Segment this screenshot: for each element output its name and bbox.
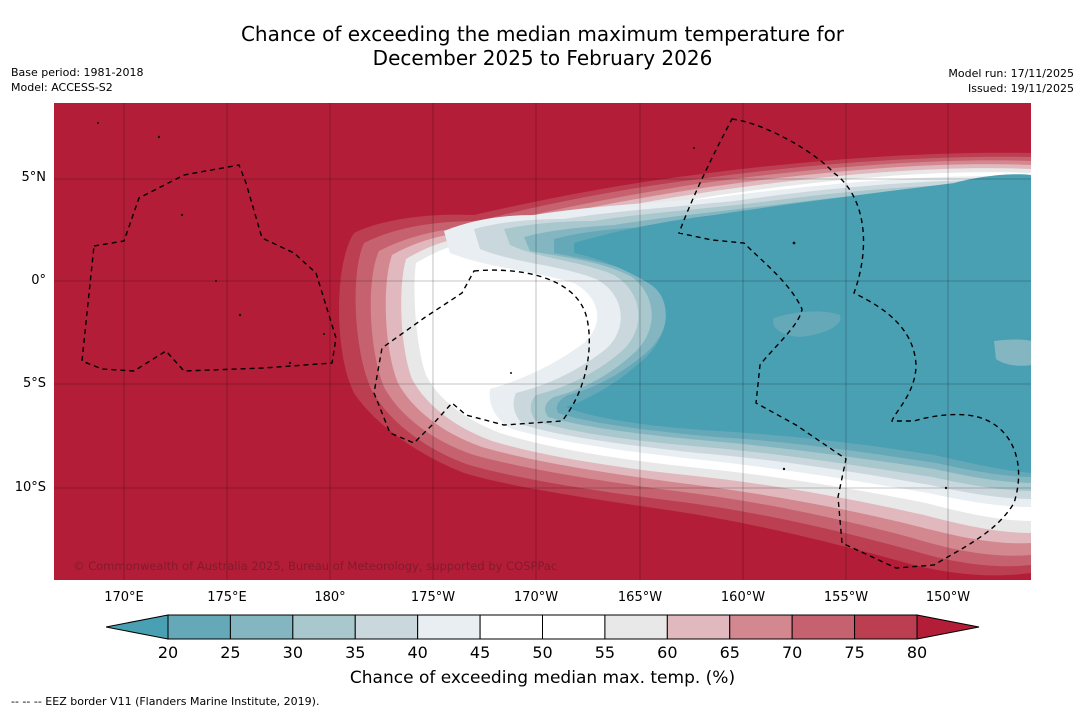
island [238,313,242,317]
copyright-notice: © Commonwealth of Australia 2025, Bureau… [73,559,558,573]
graticule [54,103,1031,580]
meta-right: Model run: 17/11/2025 Issued: 19/11/2025 [948,66,1074,96]
island [323,333,325,335]
colorbar-tick-label: 25 [220,643,241,662]
lat-label-0: 0° [31,273,46,288]
island [215,280,217,282]
colorbar-tick-label: 40 [407,643,428,662]
colorbar-tick-label: 30 [282,643,303,662]
colorbar-bin [354,614,419,640]
island [510,372,512,374]
colorbar-bin [604,614,668,640]
eez-border-east [678,118,1020,569]
lon-label-155w: 155°W [823,590,869,605]
colorbar-title: Chance of exceeding median max. temp. (%… [349,668,736,688]
colorbar-tick-label: 70 [781,643,803,662]
map-canvas [54,103,1031,580]
islands [97,122,948,490]
model-run: Model run: 17/11/2025 [948,67,1074,80]
eez-borders [81,118,1020,569]
colorbar-bin [729,614,793,640]
lon-label-175e: 175°E [207,590,247,605]
colorbar-tick-label: 60 [657,643,678,662]
lon-label-175w: 175°W [410,590,456,605]
lon-label-165w: 165°W [617,590,663,605]
colorbar-bin [229,614,294,640]
title-line-1: Chance of exceeding the median maximum t… [240,22,845,46]
issued-date: Issued: 19/11/2025 [967,82,1074,95]
island [693,147,695,149]
title-line-2: December 2025 to February 2026 [372,46,713,70]
model-name: Model: ACCESS-S2 [11,81,113,94]
colorbar-extend-low [106,614,169,640]
lon-label-150w: 150°W [925,590,971,605]
colorbar-tick-label: 45 [469,643,491,662]
colorbar-bin [292,614,356,640]
island [97,122,99,124]
colorbar-tick-label: 80 [906,643,928,662]
island [157,135,161,139]
chart-title: Chance of exceeding the median maximum t… [0,22,1085,70]
lat-label-5n: 5°N [21,170,47,185]
colorbar-bin [542,614,606,640]
island [288,361,292,365]
island [180,213,184,217]
colorbar-bin [167,614,231,640]
colorbar-tick-label: 75 [844,643,865,662]
colorbar-bin [666,614,731,640]
base-period: Base period: 1981-2018 [11,66,144,79]
colorbar-tick-label: 50 [532,643,553,662]
lon-label-170e: 170°E [104,590,144,605]
lat-label-10s: 10°S [14,480,46,495]
colorbar [106,614,980,640]
lon-label-160w: 160°W [720,590,766,605]
colorbar-bin [791,614,856,640]
colorbar-tick-label: 55 [594,643,616,662]
eez-border-central [373,269,590,444]
island [782,467,786,471]
band-patch-30 [994,339,1031,366]
forecast-map[interactable] [54,103,1031,580]
meta-left: Base period: 1981-2018 Model: ACCESS-S2 [11,65,143,95]
colorbar-bin [854,614,918,640]
colorbar-bin [417,614,481,640]
island [944,486,948,490]
lon-label-170w: 170°W [513,590,559,605]
colorbar-extend-high [916,614,980,640]
lon-label-180: 180° [314,590,346,605]
colorbar-tick-label: 65 [719,643,740,662]
island [792,241,796,245]
colorbar-tick-label: 35 [345,643,366,662]
colorbar-tick-label: 20 [157,643,179,662]
eez-footnote: -- -- -- EEZ border V11 (Flanders Marine… [11,695,320,708]
colorbar-bin [479,614,544,640]
lat-label-5s: 5°S [22,376,46,391]
eez-border-kiribati-west [81,164,337,372]
